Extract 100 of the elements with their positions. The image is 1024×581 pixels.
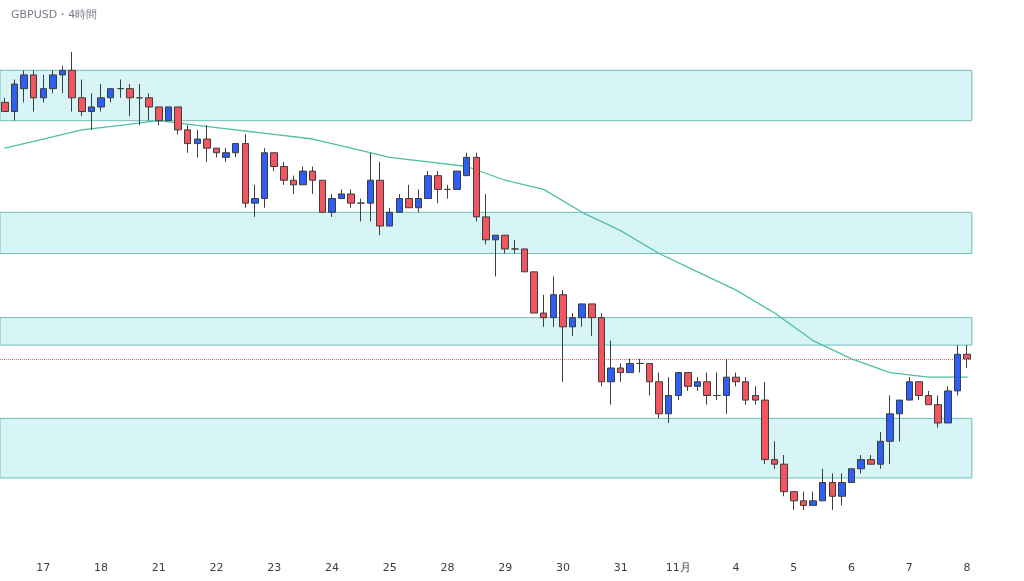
candlestick: [607, 340, 615, 406]
candlestick: [367, 152, 374, 222]
candlestick: [280, 161, 288, 186]
candlestick: [809, 491, 817, 506]
candlestick: [626, 358, 634, 374]
candlestick: [309, 166, 316, 195]
candlestick: [78, 78, 86, 117]
candlestick: [184, 124, 191, 154]
candlestick: [954, 344, 961, 396]
x-tick-label: 5: [790, 561, 798, 574]
candlestick: [886, 395, 894, 465]
candlestick: [347, 188, 355, 209]
candlestick: [771, 440, 778, 470]
candlestick: [251, 184, 259, 218]
x-tick-label: 23: [267, 561, 282, 574]
candlestick: [703, 372, 711, 406]
candlestick: [357, 198, 365, 222]
x-tick-label: 21: [151, 561, 166, 574]
x-tick-label: 11月: [665, 561, 691, 574]
candlestick: [453, 170, 461, 190]
candlestick: [174, 106, 182, 135]
candlestick: [848, 468, 855, 484]
candlestick: [242, 133, 249, 209]
candlestick: [232, 143, 239, 158]
candlestick: [578, 303, 586, 328]
candlestick: [646, 362, 653, 396]
x-tick-label: 17: [36, 561, 51, 574]
candlestick: [40, 74, 47, 103]
candlestick: [540, 294, 547, 328]
candlestick: [819, 468, 826, 502]
candlestick: [444, 184, 451, 200]
candlestick: [665, 376, 672, 424]
x-tick-label: 8: [963, 561, 971, 574]
candlestick: [501, 234, 509, 255]
candlestick: [723, 358, 730, 415]
candlestick: [328, 193, 336, 218]
candlestick: [376, 161, 384, 236]
candlestick: [1, 97, 9, 113]
x-tick-label: 31: [613, 561, 628, 574]
candlestick: [944, 385, 952, 424]
candlestick: [550, 275, 557, 328]
x-tick-label: 30: [555, 561, 570, 574]
candlestick: [136, 83, 143, 126]
x-tick-label: 4: [732, 561, 740, 574]
candlestick: [588, 303, 596, 337]
candlestick: [655, 372, 663, 419]
candlestick: [155, 106, 163, 126]
candlestick: [290, 175, 297, 195]
x-tick-label: 28: [440, 561, 455, 574]
candlestick: [713, 372, 721, 401]
candlestick: [299, 166, 307, 186]
candlestick: [906, 376, 913, 401]
x-tick-label: 6: [848, 561, 856, 574]
chart-title: GBPUSD・4時間: [11, 8, 98, 21]
candlestick: [424, 170, 432, 200]
candlestick: [270, 152, 278, 172]
candlestick: [636, 358, 644, 374]
candlestick: [684, 372, 692, 392]
candlestick: [896, 399, 903, 442]
candlestick: [511, 239, 519, 255]
candlestick: [126, 83, 134, 117]
candlestick: [761, 381, 769, 465]
candlestick: [97, 83, 105, 113]
candlestick: [925, 390, 932, 406]
x-tick-label: 22: [209, 561, 224, 574]
candlestick: [434, 170, 442, 204]
x-tick-label: 24: [324, 561, 339, 574]
candlestick: [117, 78, 124, 99]
candlestick: [934, 395, 942, 429]
candlestick: [222, 147, 230, 163]
candlestick: [396, 193, 403, 213]
x-tick-label: 29: [498, 561, 513, 574]
x-tick-label: 18: [94, 561, 109, 574]
candlestick: [11, 78, 18, 122]
candlestick: [780, 454, 788, 497]
candlestick: [742, 376, 749, 406]
candlestick: [88, 92, 95, 131]
candlestick: [261, 147, 268, 209]
candlestick: [530, 271, 538, 314]
candlestick: [675, 372, 682, 401]
candlestick: [20, 69, 28, 103]
candlestick: [752, 385, 759, 406]
candlestick: [857, 454, 865, 474]
candlestick: [145, 92, 153, 122]
candlestick: [59, 65, 66, 94]
candlestick: [30, 69, 37, 113]
candlestick: [732, 372, 740, 387]
candlestick: [915, 381, 923, 401]
candlestick: [107, 88, 114, 103]
candlestick: [569, 312, 576, 337]
candlestick: [319, 179, 326, 213]
candlestick: [790, 491, 798, 511]
candlestick: [521, 248, 528, 273]
candlestick: [694, 376, 701, 392]
candlestick: [386, 207, 393, 227]
candlestick: [68, 51, 76, 113]
candlestick: [492, 234, 499, 277]
candlestick: [194, 129, 201, 158]
x-tick-label: 7: [905, 561, 913, 574]
x-tick-label: 25: [382, 561, 397, 574]
